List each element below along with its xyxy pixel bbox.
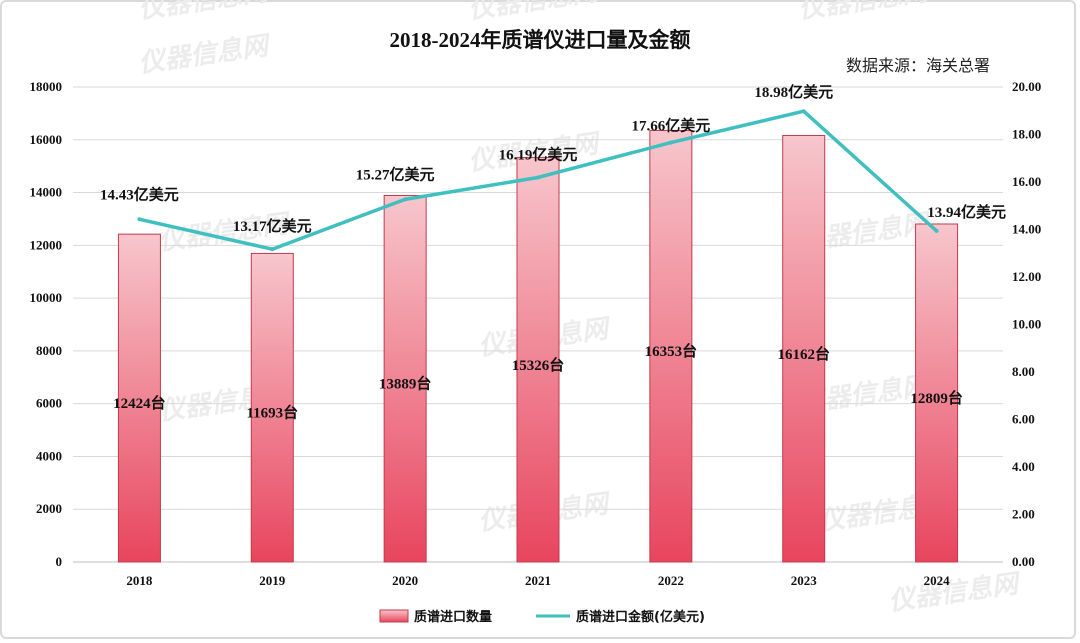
bar-data-label: 16353台: [645, 342, 698, 360]
y-right-tick-label: 12.00: [1012, 269, 1041, 284]
line-point: [801, 109, 806, 114]
y-right-tick-label: 18.00: [1012, 127, 1041, 142]
legend-bar-label: 质谱进口数量: [414, 609, 492, 625]
y-right-tick-label: 0.00: [1012, 554, 1035, 569]
watermark-text: 仪器信息网: [137, 0, 274, 25]
axes: 0 2000 4000 6000 8000 10000 12000 14000 16000 180…: [30, 79, 1042, 588]
bar: [117, 233, 161, 563]
y-left-tick-label: 8000: [36, 343, 62, 358]
y-left-tick-label: 14000: [30, 185, 63, 200]
x-tick-label: 2018: [126, 573, 153, 588]
y-right-tick-label: 2.00: [1012, 507, 1035, 522]
bar-data-label: 12809台: [910, 389, 963, 407]
bar: [782, 135, 826, 563]
legend: 质谱进口数量 质谱进口金额(亿美元): [379, 609, 705, 625]
x-tick-label: 2020: [392, 573, 418, 588]
y-right-tick-label: 6.00: [1012, 412, 1035, 427]
watermark-text: 仪器信息网: [797, 0, 934, 25]
watermark-text: 仪器信息网: [137, 31, 274, 79]
line-point: [536, 175, 540, 180]
line-data-label: 13.94亿美元: [927, 203, 1006, 221]
watermark-text: 仪器信息网: [467, 0, 604, 25]
bar: [915, 223, 959, 563]
y-right-tick-label: 14.00: [1012, 222, 1041, 237]
line-data-label: 13.17亿美元: [233, 217, 312, 235]
line-point: [270, 247, 275, 252]
bar-data-label: 15326台: [512, 356, 565, 374]
data-source: 数据来源：海关总署: [846, 56, 990, 75]
y-left-tick-label: 4000: [36, 448, 62, 463]
line-point: [403, 197, 408, 202]
bar: [250, 252, 294, 563]
line-data-label: 15.27亿美元: [356, 165, 435, 183]
bar-data-label: 11693台: [246, 404, 298, 422]
line-data-label: 18.98亿美元: [754, 83, 833, 101]
y-right-tick-label: 10.00: [1012, 317, 1041, 332]
bar-data-label: 16162台: [777, 345, 830, 363]
legend-line-label: 质谱进口金额(亿美元): [576, 609, 705, 625]
y-right-tick-label: 20.00: [1012, 79, 1041, 94]
line-point: [137, 217, 142, 222]
line-data-label: 17.66亿美元: [631, 117, 710, 135]
bar: [516, 157, 560, 563]
y-left-tick-label: 2000: [36, 501, 62, 516]
x-tick-label: 2021: [525, 573, 551, 588]
x-tick-label: 2022: [658, 573, 684, 588]
bar: [649, 129, 693, 563]
line-data-label: 14.43亿美元: [100, 185, 179, 203]
bar: [383, 194, 427, 563]
y-right-tick-label: 4.00: [1012, 459, 1035, 474]
chart-title: 2018-2024年质谱仪进口量及金额: [390, 28, 691, 52]
bar-data-label: 12424台: [113, 394, 166, 412]
bar-data-label: 13889台: [379, 375, 432, 393]
x-tick-label: 2024: [924, 573, 951, 588]
y-left-tick-label: 12000: [30, 237, 63, 252]
legend-bar-swatch: [379, 609, 409, 623]
x-tick-label: 2023: [791, 573, 818, 588]
y-left-tick-label: 10000: [30, 290, 63, 305]
y-left-tick-label: 18000: [30, 79, 63, 94]
y-left-tick-label: 0: [56, 554, 63, 569]
y-right-tick-label: 16.00: [1012, 174, 1041, 189]
line-data-label: 16.19亿美元: [499, 145, 578, 163]
line-series: [137, 109, 939, 252]
y-right-tick-label: 8.00: [1012, 364, 1035, 379]
line-point: [668, 140, 673, 145]
watermark-text: 仪器信息网: [887, 569, 1024, 617]
data-labels: 12424台 11693台 13889台 15326台 16353台 16162台 1280…: [100, 83, 1006, 421]
line-point: [934, 228, 939, 233]
bar-series: [117, 129, 959, 563]
y-left-tick-label: 6000: [36, 396, 62, 411]
y-left-tick-label: 16000: [30, 132, 63, 147]
x-tick-label: 2019: [259, 573, 286, 588]
